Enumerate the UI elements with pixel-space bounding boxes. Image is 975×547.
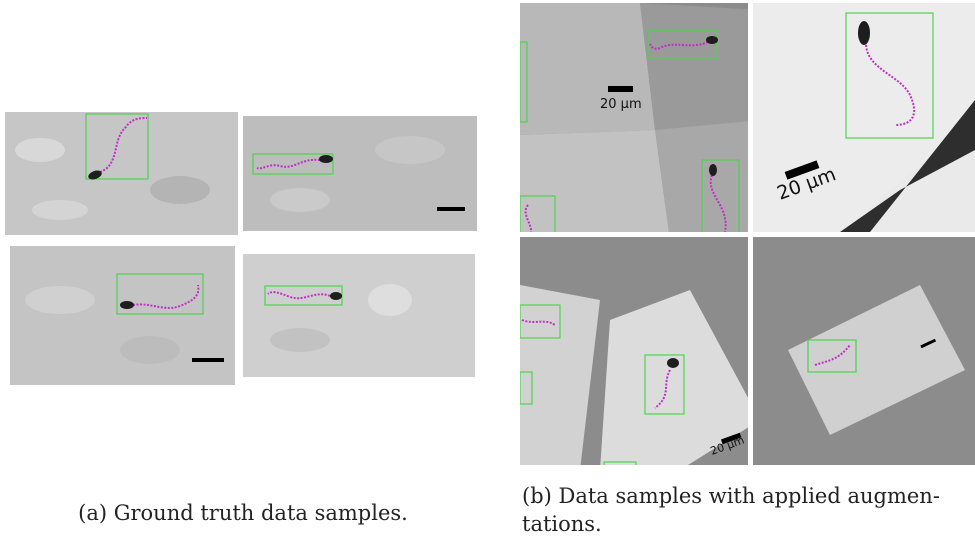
head	[709, 164, 717, 176]
scale-bar	[192, 358, 224, 362]
augmented-image	[753, 237, 975, 465]
caption: (a) Ground truth data samples.	[78, 501, 408, 525]
sample-image	[243, 254, 475, 377]
augmented-image: 20 µm	[520, 237, 760, 470]
caption: (b) Data samples with applied augmen-	[522, 484, 940, 508]
sample-image	[243, 116, 477, 231]
head	[858, 21, 870, 45]
head	[319, 155, 333, 163]
head	[706, 36, 718, 44]
caption: tations.	[522, 512, 602, 536]
scale-bar	[437, 207, 465, 211]
augmented-image: 20 µm	[753, 3, 975, 232]
augmented-image: 20 µm	[520, 3, 760, 240]
figure: 20 µm 20 µm 20 µm (a) G	[0, 0, 975, 547]
sample-image	[10, 246, 235, 385]
scale-bar	[608, 86, 633, 92]
head	[667, 358, 679, 368]
page: 20 µm 20 µm 20 µm (a) G	[0, 0, 975, 547]
head	[330, 292, 342, 300]
sample-image	[5, 112, 238, 235]
head	[120, 301, 134, 309]
scale-label: 20 µm	[600, 97, 642, 112]
